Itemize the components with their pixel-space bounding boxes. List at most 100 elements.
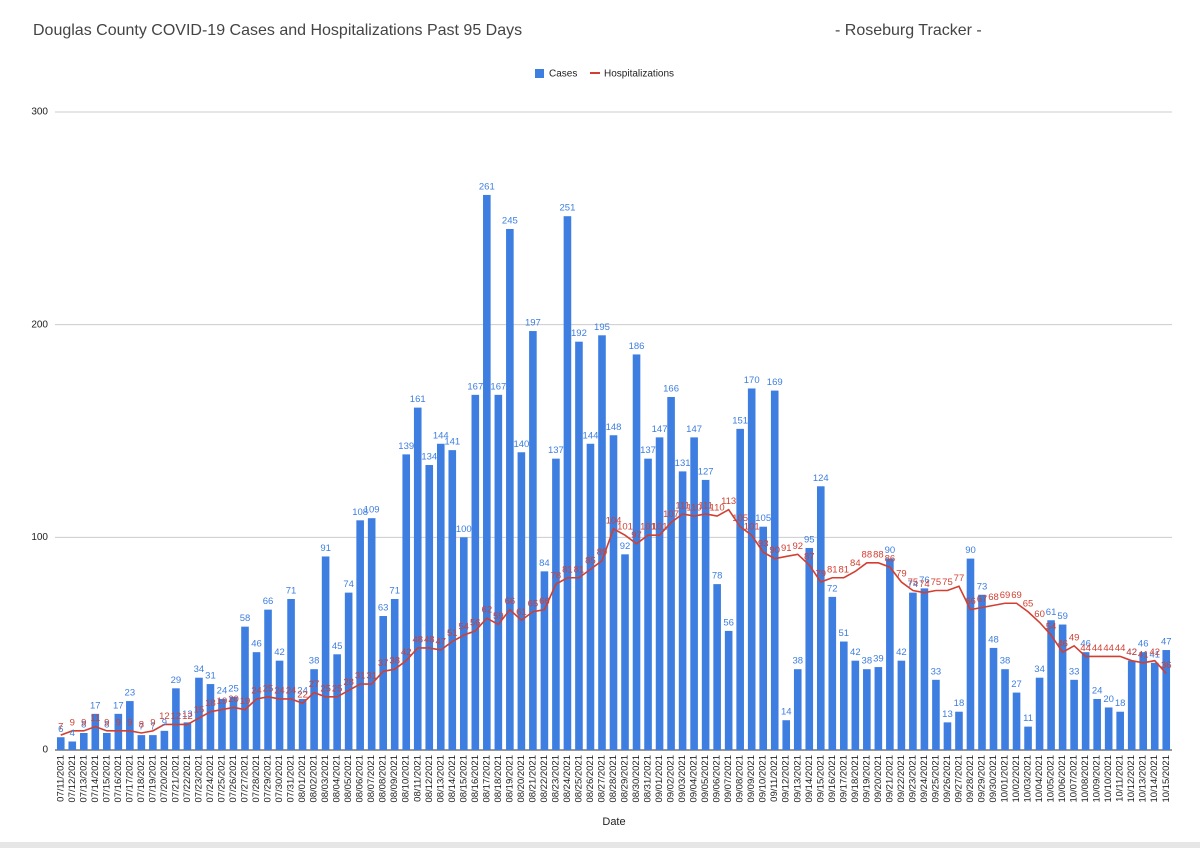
bar bbox=[759, 526, 768, 750]
x-tick-label: 08/04/2021 bbox=[332, 755, 343, 803]
bar bbox=[575, 341, 583, 750]
bar bbox=[632, 354, 641, 750]
x-tick-label: 10/06/2021 bbox=[1057, 755, 1068, 803]
data-label: 127 bbox=[698, 466, 714, 477]
data-label: 46 bbox=[1138, 639, 1149, 650]
bar bbox=[736, 428, 744, 750]
x-tick-label: 08/11/2021 bbox=[412, 755, 423, 802]
bar bbox=[644, 458, 652, 750]
data-label: 14 bbox=[781, 707, 792, 718]
bar bbox=[863, 669, 871, 750]
x-tick-label: 09/16/2021 bbox=[827, 755, 838, 803]
data-label: 192 bbox=[571, 328, 587, 339]
data-label: 9 bbox=[150, 717, 155, 728]
data-label: 34 bbox=[1034, 664, 1045, 675]
data-label: 56 bbox=[470, 617, 481, 628]
bar bbox=[390, 599, 399, 750]
bar bbox=[978, 594, 986, 750]
data-label: 33 bbox=[931, 666, 942, 677]
data-label: 42 bbox=[1126, 647, 1137, 658]
data-label: 9 bbox=[162, 717, 167, 728]
x-tick-label: 08/30/2021 bbox=[631, 755, 642, 803]
x-tick-label: 09/24/2021 bbox=[919, 755, 930, 803]
data-label: 44 bbox=[1080, 643, 1091, 654]
data-label: 18 bbox=[954, 698, 965, 709]
bar bbox=[955, 711, 963, 750]
data-label: 101 bbox=[652, 522, 668, 533]
data-label: 28 bbox=[343, 677, 354, 688]
data-label: 86 bbox=[885, 554, 896, 565]
data-label: 141 bbox=[444, 437, 460, 448]
data-label: 69 bbox=[1000, 590, 1011, 601]
data-label: 59 bbox=[1057, 611, 1068, 622]
data-label: 25 bbox=[332, 683, 343, 694]
data-label: 84 bbox=[539, 558, 550, 569]
data-label: 24 bbox=[251, 685, 262, 696]
data-label: 75 bbox=[908, 577, 919, 588]
bar bbox=[367, 518, 376, 750]
y-tick-label: 100 bbox=[31, 532, 48, 543]
data-label: 261 bbox=[479, 181, 495, 192]
data-label: 24 bbox=[286, 685, 297, 696]
data-label: 124 bbox=[813, 473, 829, 484]
data-label: 24 bbox=[1092, 685, 1103, 696]
x-tick-label: 09/12/2021 bbox=[781, 755, 792, 803]
bar bbox=[932, 679, 940, 750]
bar bbox=[287, 599, 295, 750]
x-tick-label: 10/01/2021 bbox=[1000, 755, 1011, 803]
bar bbox=[563, 216, 572, 750]
data-label: 7 bbox=[139, 722, 144, 733]
data-label: 197 bbox=[525, 318, 541, 329]
data-label: 89 bbox=[597, 547, 608, 558]
bar bbox=[1104, 707, 1113, 750]
data-label: 18 bbox=[1115, 698, 1126, 709]
x-tick-label: 08/06/2021 bbox=[355, 755, 366, 803]
x-tick-label: 09/04/2021 bbox=[689, 755, 700, 803]
x-tick-label: 10/04/2021 bbox=[1034, 755, 1045, 803]
bar bbox=[471, 394, 480, 750]
data-label: 90 bbox=[965, 545, 976, 556]
x-tick-label: 09/09/2021 bbox=[746, 755, 757, 803]
line bbox=[60, 508, 1167, 736]
bar bbox=[91, 713, 100, 750]
bar bbox=[56, 737, 65, 750]
bar bbox=[149, 735, 157, 750]
bar bbox=[747, 388, 756, 750]
x-tick-label: 08/17/2021 bbox=[481, 755, 492, 803]
x-tick-label: 09/01/2021 bbox=[654, 755, 665, 803]
bar bbox=[816, 486, 825, 750]
data-label: 45 bbox=[332, 641, 343, 652]
data-label: 12 bbox=[182, 711, 193, 722]
data-label: 151 bbox=[732, 415, 748, 426]
data-label: 79 bbox=[896, 569, 907, 580]
data-label: 29 bbox=[171, 675, 182, 686]
x-tick-label: 07/11/2021 bbox=[55, 755, 66, 802]
bar bbox=[874, 667, 883, 750]
x-tick-label: 07/18/2021 bbox=[136, 755, 147, 803]
data-label: 68 bbox=[988, 592, 999, 603]
data-label: 101 bbox=[640, 522, 656, 533]
bar bbox=[1001, 669, 1009, 750]
bar bbox=[333, 654, 341, 750]
data-label: 81 bbox=[562, 564, 573, 575]
x-tick-label: 07/24/2021 bbox=[205, 755, 216, 803]
data-label: 186 bbox=[629, 341, 645, 352]
legend-swatch bbox=[535, 69, 544, 78]
bar bbox=[206, 684, 215, 750]
bar bbox=[1047, 620, 1055, 750]
bar bbox=[160, 730, 169, 750]
x-tick-label: 07/23/2021 bbox=[193, 755, 204, 803]
bar bbox=[298, 698, 307, 750]
data-label: 66 bbox=[539, 596, 550, 607]
x-tick-label: 08/18/2021 bbox=[493, 755, 504, 803]
bar bbox=[1139, 652, 1148, 750]
data-label: 75 bbox=[942, 577, 953, 588]
data-label: 139 bbox=[398, 441, 414, 452]
data-label: 67 bbox=[977, 594, 988, 605]
x-tick-label: 09/21/2021 bbox=[884, 755, 895, 803]
x-tick-label: 10/09/2021 bbox=[1092, 755, 1103, 803]
x-tick-label: 09/17/2021 bbox=[838, 755, 849, 803]
x-tick-label: 09/29/2021 bbox=[977, 755, 988, 803]
x-tick-label: 09/11/2021 bbox=[769, 755, 780, 802]
bar bbox=[1127, 660, 1136, 750]
